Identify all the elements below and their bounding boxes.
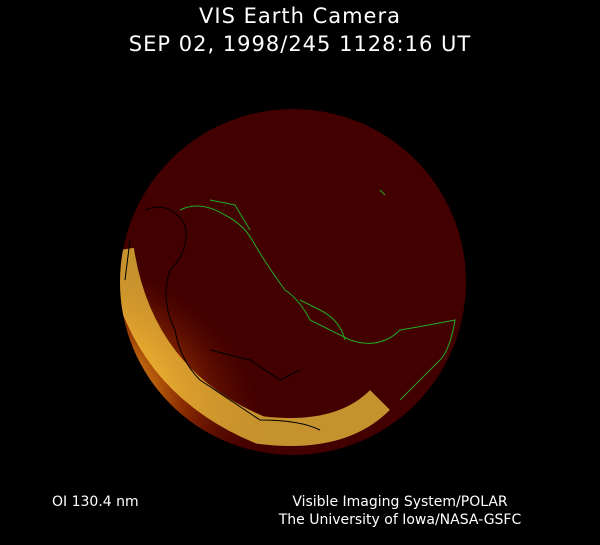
- credit-instrument: Visible Imaging System/POLAR: [292, 494, 508, 510]
- observation-timestamp: SEP 02, 1998/245 1128:16 UT: [128, 32, 472, 56]
- image-title: VIS Earth Camera: [199, 4, 401, 28]
- coastlines: [124, 189, 456, 431]
- wavelength-label: OI 130.4 nm: [52, 494, 139, 510]
- credit-institution: The University of Iowa/NASA-GSFC: [278, 512, 522, 528]
- credit-block: Visible Imaging System/POLAR The Univers…: [250, 493, 550, 529]
- aurora-band: [120, 247, 390, 446]
